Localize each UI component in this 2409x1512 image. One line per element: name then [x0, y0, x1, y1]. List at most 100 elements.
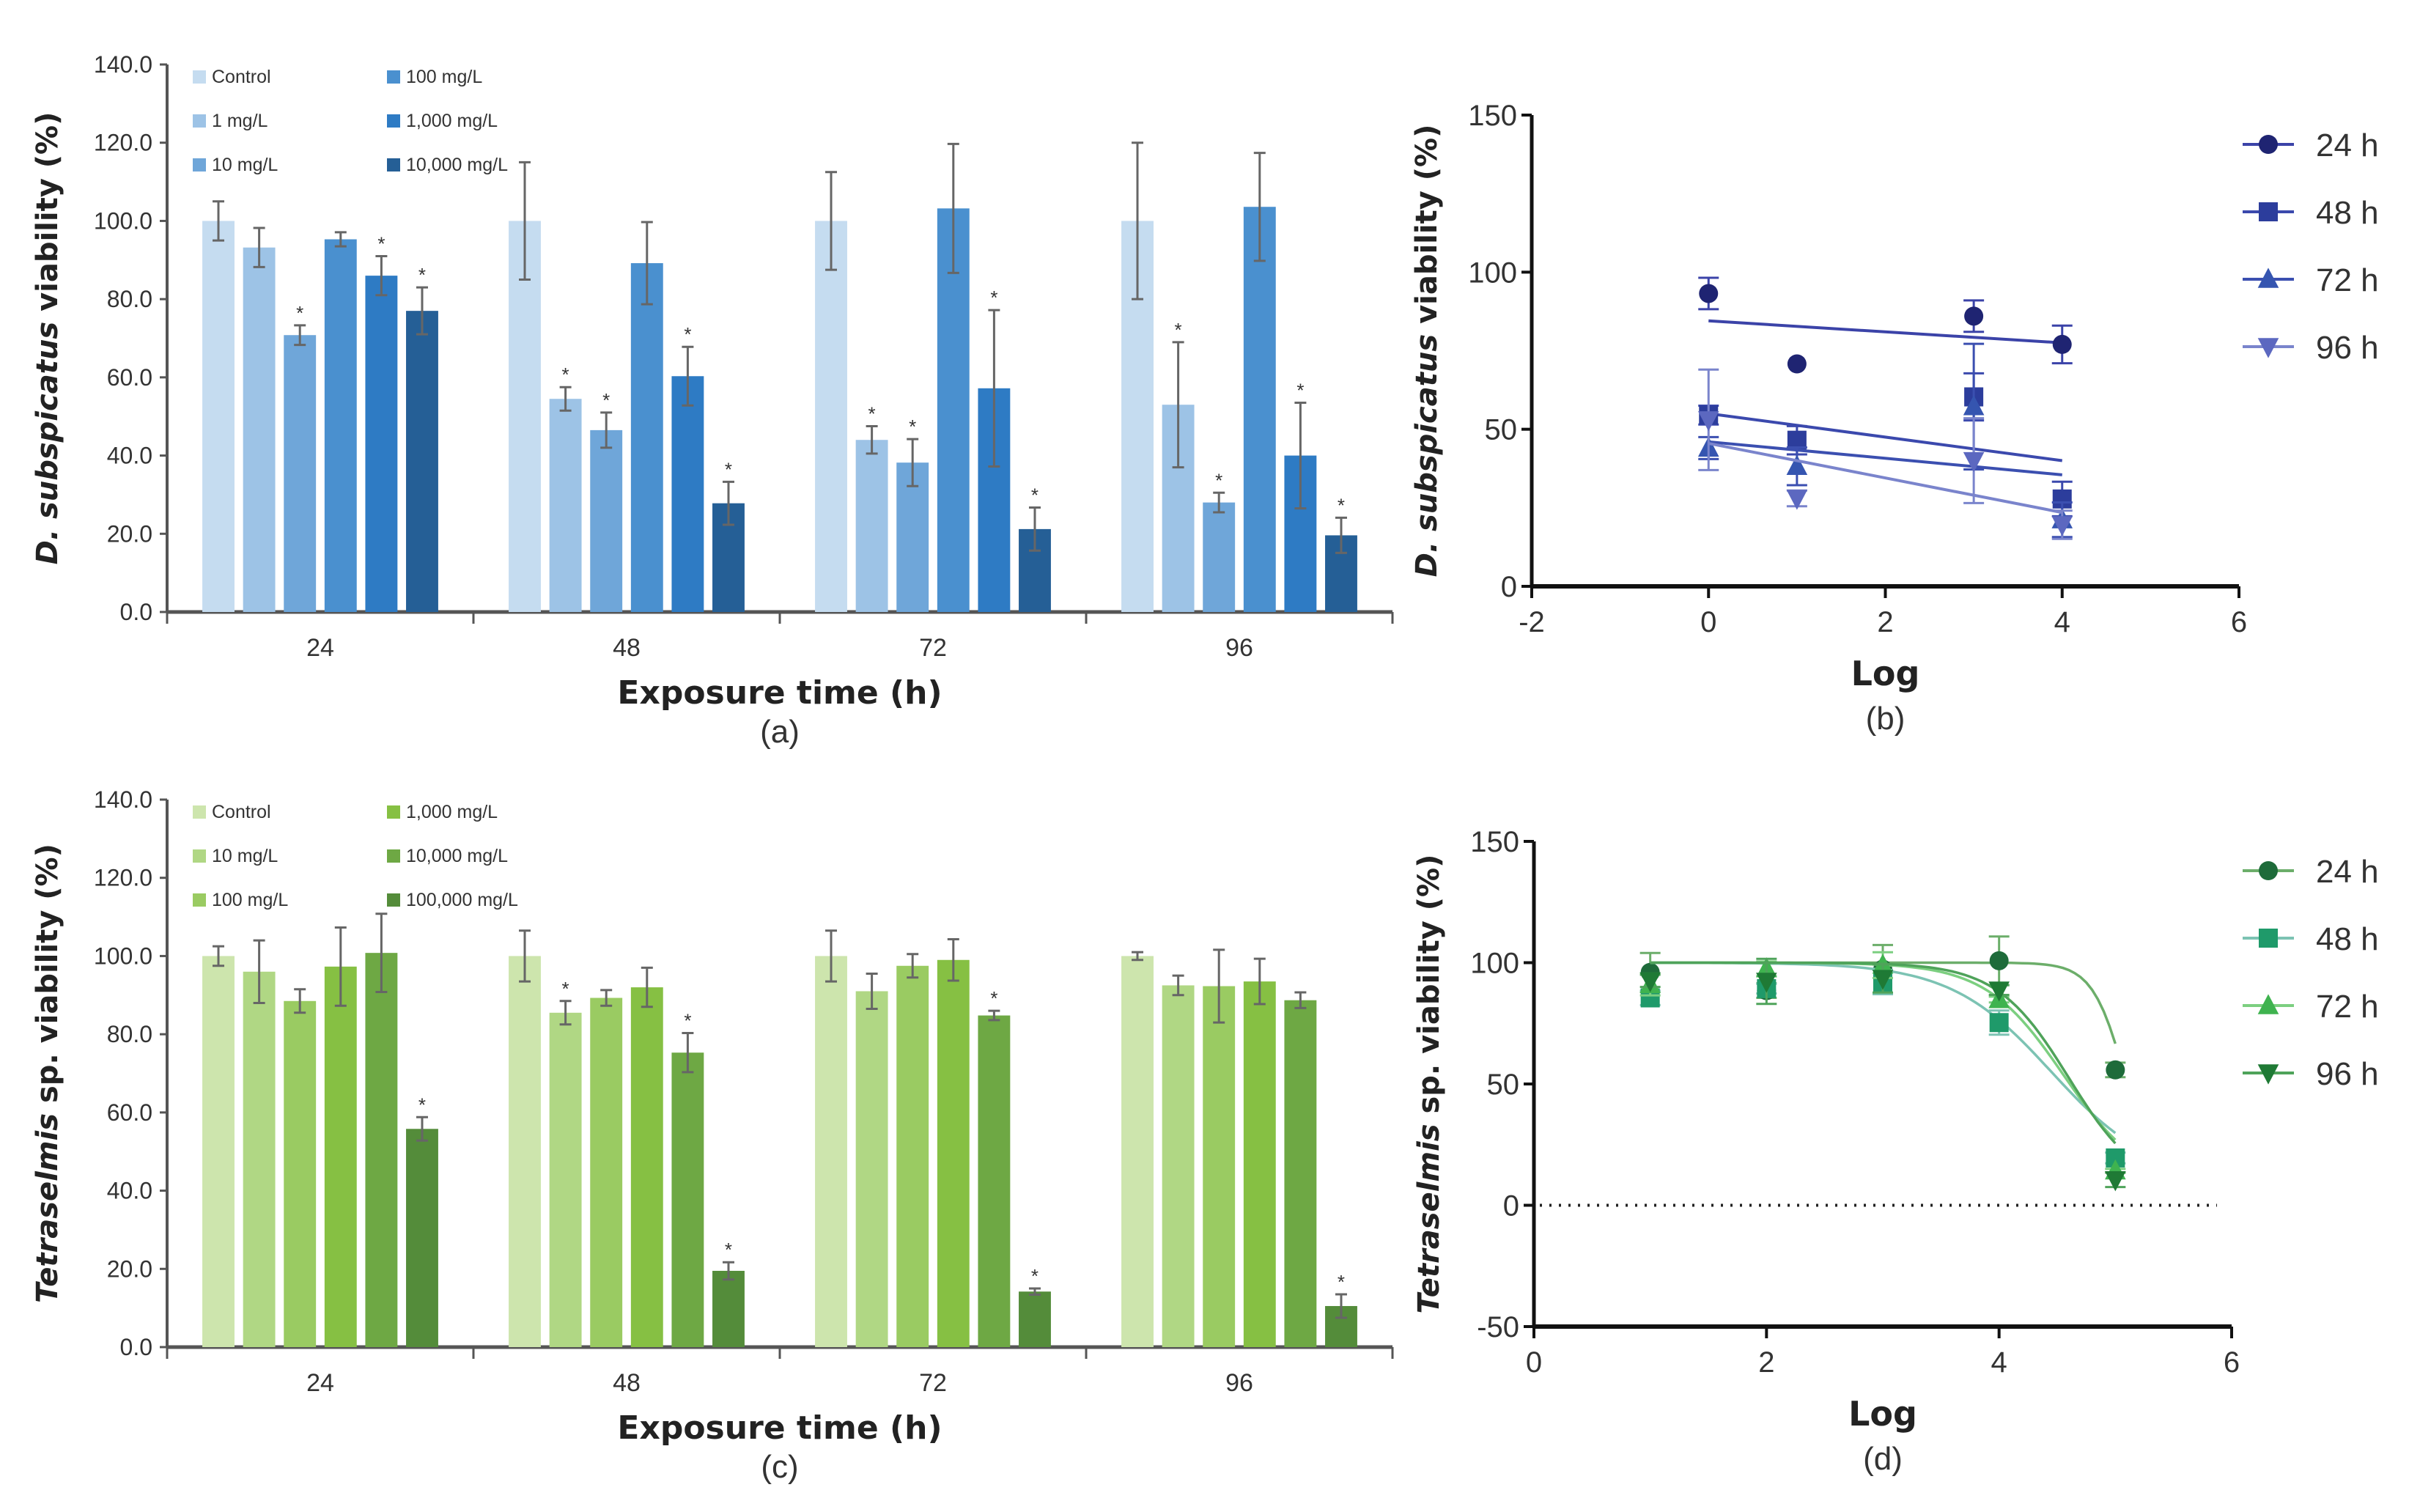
legend-label: 100 mg/L: [406, 67, 482, 87]
panel-caption: (c): [761, 1449, 798, 1485]
bar-100000mgl-72: [1019, 1291, 1051, 1347]
legend-swatch: [387, 849, 400, 863]
legend-label: 96 h: [2316, 330, 2379, 366]
significance-marker: *: [602, 389, 610, 411]
bar-100mgl-96: [1243, 207, 1276, 613]
x-tick-label: 0: [1700, 606, 1716, 638]
y-tick-label: 0.0: [120, 599, 152, 625]
y-tick-label: 80.0: [107, 1021, 152, 1047]
marker-circle: [2052, 334, 2072, 354]
panel-caption: (a): [760, 714, 800, 750]
y-axis-title: Tetraselmis sp. viability (%): [31, 844, 64, 1303]
bar-10mgl-96: [1203, 502, 1236, 612]
bar-10mgl-48: [549, 1012, 582, 1347]
marker-triangle-down: [1963, 451, 1985, 473]
marker-circle: [1787, 354, 1807, 374]
significance-marker: *: [909, 416, 916, 438]
significance-marker: *: [418, 1094, 426, 1115]
x-axis-title: Exposure time (h): [617, 674, 942, 712]
marker-triangle-up: [1786, 454, 1808, 475]
y-tick-label: 100.0: [94, 943, 152, 969]
y-tick-label: 50: [1485, 414, 1518, 446]
legend-swatch: [387, 805, 400, 819]
x-tick-label: 24: [306, 634, 334, 662]
legend-label: Control: [212, 67, 271, 87]
bar-control-72: [815, 221, 847, 612]
y-tick-label: 120.0: [94, 130, 152, 156]
significance-marker: *: [377, 232, 385, 254]
x-tick-label: 2: [1758, 1346, 1774, 1379]
significance-marker: *: [684, 323, 691, 345]
legend-label: Control: [212, 802, 271, 822]
panel-caption: (b): [1866, 701, 1906, 737]
y-tick-label: 40.0: [107, 1178, 152, 1204]
y-axis-title-rest: sp. viability (%): [31, 844, 64, 1113]
x-tick-label: 72: [919, 1369, 947, 1397]
marker-circle: [2106, 1060, 2125, 1080]
bar-1000mgl-48: [671, 376, 704, 612]
bar-control-24: [202, 221, 235, 612]
marker-triangle-down: [1786, 490, 1808, 510]
bar-10mgl-48: [590, 429, 623, 612]
marker-triangle-up: [2257, 268, 2279, 288]
bar-10000mgl-48: [671, 1052, 704, 1347]
legend-swatch: [387, 158, 400, 172]
chart-a-bar-d-subspicatus: 0.0 20.0 40.0 60.0 80.0 100.0 120.0 140.0 24 * * * 4…: [31, 51, 1394, 750]
y-tick-label: 100: [1468, 257, 1517, 289]
y-tick-label: 0.0: [120, 1334, 152, 1360]
x-tick-label: 24: [306, 1369, 334, 1397]
legend-swatch: [387, 70, 400, 84]
legend-label: 10,000 mg/L: [406, 846, 508, 866]
significance-marker: *: [1215, 469, 1222, 491]
chart-c-bar-tetraselmis: 0.0 20.0 40.0 60.0 80.0 100.0 120.0 140.0 24 * 48 *…: [31, 786, 1394, 1485]
y-tick-label: 140.0: [94, 51, 152, 78]
legend-swatch: [193, 893, 206, 907]
fit-line-96h: [1708, 441, 2063, 515]
y-tick-label: 20.0: [107, 520, 152, 547]
bar-1000mgl-24: [365, 276, 398, 612]
significance-marker: *: [868, 403, 876, 425]
x-tick-label: 96: [1225, 1369, 1253, 1397]
y-tick-label: 20.0: [107, 1255, 152, 1282]
y-tick-label: -50: [1477, 1311, 1519, 1343]
bar-10000mgl-24: [406, 311, 438, 612]
y-tick-label: 40.0: [107, 443, 152, 469]
x-tick-label: 72: [919, 634, 947, 662]
legend-label: 10 mg/L: [212, 155, 278, 175]
marker-triangle-up: [1963, 395, 1985, 416]
x-tick-label: 6: [2231, 606, 2247, 638]
significance-marker: *: [1175, 319, 1182, 341]
y-axis-title-italic: D. subspicatus: [1410, 334, 1444, 578]
legend-swatch: [193, 158, 206, 172]
bar-1mgl-72: [855, 440, 888, 612]
significance-marker: *: [1338, 1271, 1345, 1293]
legend-label: 10,000 mg/L: [406, 155, 508, 175]
bar-control-48: [509, 956, 541, 1347]
bar-control-72: [815, 956, 847, 1347]
bar-100mgl-48: [630, 263, 663, 612]
y-axis-title-italic: D. subspicatus: [31, 322, 64, 565]
x-tick-label: 2: [1877, 606, 1893, 638]
bar-1mgl-48: [549, 399, 582, 612]
marker-circle: [2259, 135, 2278, 154]
y-tick-label: 60.0: [107, 1099, 152, 1126]
legend-swatch: [193, 849, 206, 863]
x-tick-label: 4: [2054, 606, 2070, 638]
y-axis-title: Tetraselmis sp. viability (%): [1412, 855, 1446, 1314]
significance-marker: *: [1031, 484, 1039, 506]
bar-10000mgl-96: [1284, 1000, 1317, 1347]
bar-100mgl-24: [324, 239, 357, 612]
legend-label: 1,000 mg/L: [406, 802, 498, 822]
y-tick-label: 100.0: [94, 207, 152, 234]
bar-1000mgl-96: [1243, 981, 1276, 1347]
y-axis-title-italic: Tetraselmis: [31, 1113, 64, 1303]
x-tick-label: 4: [1991, 1346, 2007, 1379]
legend-label: 24 h: [2316, 128, 2379, 163]
bar-10mgl-96: [1162, 985, 1195, 1347]
legend-swatch: [193, 114, 206, 128]
legend-label: 1,000 mg/L: [406, 111, 498, 131]
significance-marker: *: [990, 987, 997, 1009]
bar-100mgl-96: [1203, 986, 1236, 1347]
legend-label: 96 h: [2316, 1056, 2379, 1092]
marker-circle: [1989, 951, 2009, 970]
